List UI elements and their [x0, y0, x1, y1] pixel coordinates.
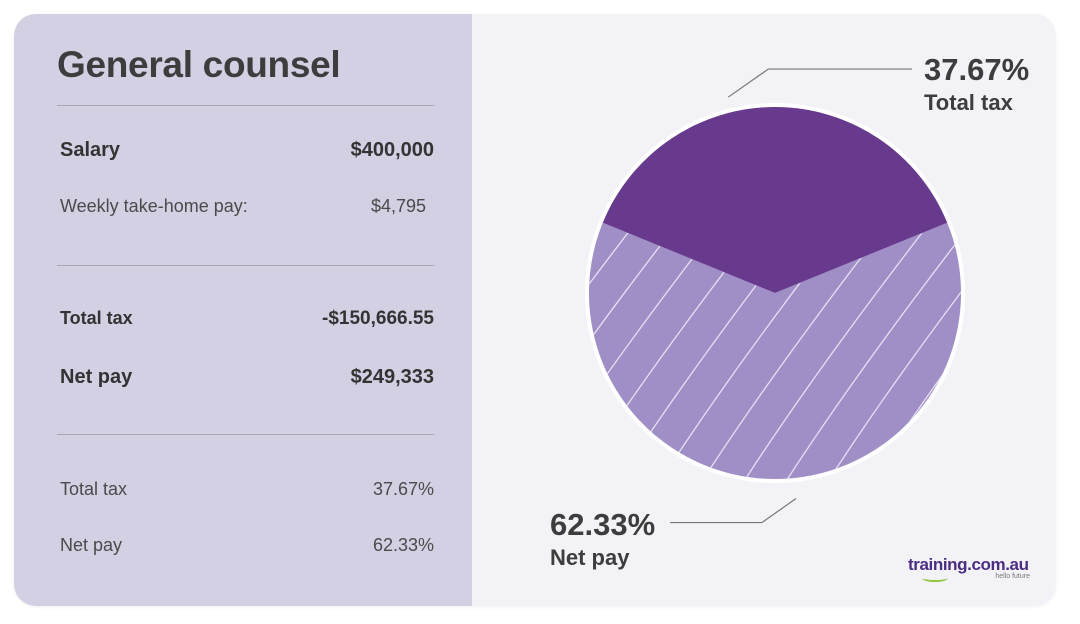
hatch-line: [472, 97, 483, 489]
net-slice-percent: 62.33%: [550, 507, 656, 542]
net-percent-row: Net pay 62.33%: [60, 535, 434, 565]
tax-slice-label: Total tax: [924, 90, 1013, 115]
net-pay-value: $249,333: [350, 366, 434, 388]
chart-panel: 37.67% Total tax 62.33% Net pay training…: [472, 14, 1056, 606]
divider: [57, 434, 434, 435]
tax-leader-line: [727, 68, 912, 98]
hatch-line: [822, 222, 962, 479]
weekly-pay-value: $4,795: [370, 196, 426, 216]
hatch-line: [696, 222, 962, 479]
summary-panel: General counsel Salary $400,000 Weekly t…: [14, 14, 472, 606]
salary-row: Salary $400,000: [60, 139, 434, 169]
hatch-line: [654, 222, 946, 479]
weekly-pay-label: Weekly take-home pay:: [60, 196, 248, 216]
tax-percent-value: 37.67%: [372, 479, 434, 499]
hatch-line: [948, 222, 962, 479]
net-leader-line: [670, 498, 797, 524]
tax-percent-row: Total tax 37.67%: [60, 479, 434, 509]
logo-swoosh-icon: [922, 574, 948, 582]
net-pay-label: Net pay: [60, 366, 133, 388]
hatch-line: [991, 97, 1056, 489]
pie-slice-total-tax: [602, 107, 948, 293]
total-tax-value: -$150,666.55: [322, 308, 434, 329]
hatch-line: [472, 97, 567, 489]
brand-logo: training.com.au hello future: [908, 555, 1038, 585]
net-percent-label: Net pay: [60, 535, 123, 555]
tax-slice-percent: 37.67%: [924, 52, 1030, 87]
hatch-line: [472, 97, 525, 489]
hatch-line: [588, 222, 778, 479]
logo-text: training.com.au: [908, 555, 1029, 574]
salary-label: Salary: [60, 139, 121, 161]
divider: [57, 265, 434, 266]
tax-percent-label: Total tax: [60, 479, 128, 499]
total-tax-row: Total tax -$150,666.55: [60, 308, 434, 338]
hatch-line: [738, 222, 962, 479]
salary-value: $400,000: [350, 139, 434, 161]
divider: [57, 105, 434, 106]
hatch-line: [588, 222, 820, 479]
salary-card: General counsel Salary $400,000 Weekly t…: [14, 14, 1056, 606]
hatch-line: [780, 222, 962, 479]
pie-chart: [472, 68, 1056, 524]
total-tax-label: Total tax: [60, 308, 133, 328]
net-percent-value: 62.33%: [372, 535, 434, 555]
net-slice-label: Net pay: [550, 545, 630, 570]
weekly-pay-row: Weekly take-home pay: $4,795: [60, 196, 434, 226]
page-title: General counsel: [57, 44, 341, 85]
logo-tagline: hello future: [995, 573, 1030, 580]
net-pay-row: Net pay $249,333: [60, 366, 434, 396]
pie-slice-net-pay: [589, 222, 961, 479]
